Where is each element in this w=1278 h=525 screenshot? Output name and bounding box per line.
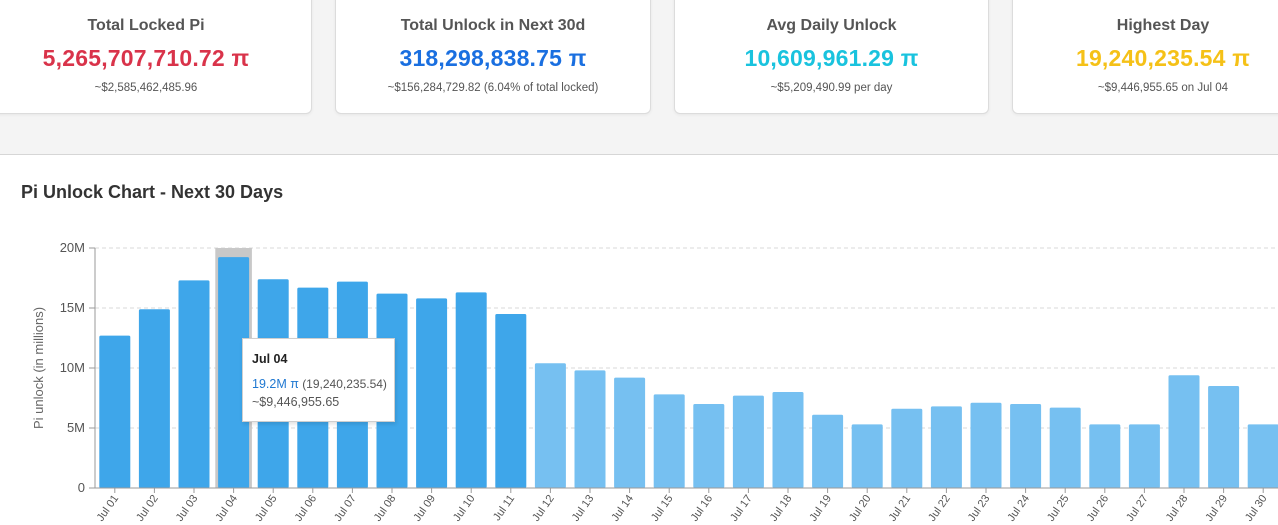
- bar: [1128, 424, 1160, 488]
- tooltip-date: Jul 04: [252, 352, 288, 366]
- stat-card-total-locked: Total Locked Pi 5,265,707,710.72 π ~$2,5…: [0, 0, 312, 114]
- bar: [772, 392, 804, 488]
- bar: [614, 377, 646, 488]
- bar: [416, 298, 448, 488]
- bar: [851, 424, 883, 488]
- bar: [1168, 375, 1200, 488]
- x-tick-label: Jul 23: [966, 493, 993, 524]
- y-tick-label: 0: [78, 480, 85, 495]
- stat-card-highest-day: Highest Day 19,240,235.54 π ~$9,446,955.…: [1012, 0, 1278, 114]
- x-tick-label: Jul 27: [1124, 493, 1151, 524]
- bar: [1010, 404, 1042, 488]
- bar: [1208, 386, 1240, 488]
- unlock-bar-chart[interactable]: 0 5M 10M 15M 20M Pi unlock (in millions) Jul 0…: [0, 155, 1278, 525]
- tooltip-value-full: (19,240,235.54): [302, 377, 387, 391]
- x-tick-label: Jul 20: [847, 493, 874, 524]
- card-value: 318,298,838.75 π: [399, 45, 587, 71]
- bar: [732, 395, 764, 488]
- x-tick-label: Jul 28: [1164, 493, 1191, 524]
- x-tick-label: Jul 06: [293, 493, 320, 524]
- x-tick-label: Jul 15: [649, 493, 676, 524]
- card-value: 5,265,707,710.72 π: [42, 45, 250, 71]
- bar: [891, 408, 923, 488]
- bar: [812, 414, 844, 488]
- card-title: Highest Day: [1116, 17, 1210, 34]
- card-value: 10,609,961.29 π: [744, 45, 919, 71]
- x-tick-label: Jul 05: [253, 493, 280, 524]
- y-tick-label: 10M: [60, 360, 85, 375]
- y-tick-label: 5M: [67, 420, 85, 435]
- x-tick-label: Jul 11: [491, 493, 517, 523]
- card-title: Total Locked Pi: [87, 17, 205, 34]
- y-tick-label: 15M: [60, 300, 85, 315]
- x-tick-label: Jul 08: [372, 493, 399, 524]
- x-tick-label: Jul 09: [411, 493, 438, 524]
- x-tick-label: Jul 01: [95, 493, 122, 524]
- x-tick-label: Jul 04: [213, 493, 240, 524]
- x-tick-label: Jul 13: [570, 493, 597, 524]
- x-tick-label: Jul 19: [807, 493, 834, 524]
- chart-title: Pi Unlock Chart - Next 30 Days: [21, 182, 284, 202]
- chart-tooltip: Jul 04 19.2M π (19,240,235.54) ~$9,446,9…: [242, 338, 395, 422]
- card-title: Avg Daily Unlock: [766, 17, 897, 34]
- card-title: Total Unlock in Next 30d: [400, 17, 586, 34]
- stat-card-unlock-30d: Total Unlock in Next 30d 318,298,838.75 …: [335, 0, 651, 114]
- bar: [930, 406, 962, 488]
- bar: [218, 257, 250, 488]
- stat-card-avg-daily: Avg Daily Unlock 10,609,961.29 π ~$5,209…: [674, 0, 989, 114]
- y-tick-label: 20M: [60, 240, 85, 255]
- x-tick-label: Jul 21: [887, 493, 914, 524]
- card-subtext: ~$2,585,462,485.96: [94, 82, 198, 94]
- x-tick-label: Jul 16: [689, 493, 716, 524]
- x-tick-label: Jul 22: [926, 493, 953, 524]
- card-subtext: ~$9,446,955.65 on Jul 04: [1097, 82, 1229, 94]
- card-value: 19,240,235.54 π: [1075, 45, 1251, 71]
- tooltip-usd: ~$9,446,955.65: [252, 395, 340, 409]
- x-tick-label: Jul 29: [1203, 493, 1230, 524]
- bar: [1247, 424, 1278, 488]
- x-tick-label: Jul 24: [1005, 493, 1032, 524]
- bar: [653, 394, 685, 488]
- bar: [534, 363, 566, 488]
- x-tick-label: Jul 17: [728, 493, 755, 524]
- x-tick-label: Jul 07: [332, 493, 359, 524]
- x-tick-label: Jul 14: [609, 493, 636, 524]
- x-tick-label: Jul 03: [174, 493, 201, 524]
- bar: [970, 402, 1002, 488]
- bar: [1089, 424, 1121, 488]
- bar: [1049, 407, 1081, 488]
- card-subtext: ~$156,284,729.82 (6.04% of total locked): [387, 82, 599, 94]
- bar: [495, 314, 527, 488]
- chart-panel: Pi Unlock Chart - Next 30 Days 0 5M 10M 15M…: [0, 154, 1278, 525]
- tooltip-value-line: 19.2M π (19,240,235.54): [252, 377, 394, 391]
- card-subtext: ~$5,209,490.99 per day: [770, 82, 893, 94]
- y-axis-label: Pi unlock (in millions): [31, 307, 46, 429]
- x-tick-label: Jul 25: [1045, 493, 1072, 524]
- bar: [693, 404, 725, 488]
- x-tick-label: Jul 02: [134, 493, 161, 524]
- x-tick-label: Jul 12: [530, 493, 557, 524]
- tooltip-value: 19.2M π: [252, 377, 299, 391]
- x-tick-label: Jul 18: [768, 493, 795, 524]
- bar: [99, 335, 131, 488]
- bar: [138, 309, 170, 488]
- x-tick-label: Jul 26: [1085, 493, 1112, 524]
- x-tick-label: Jul 30: [1243, 493, 1270, 524]
- bar: [455, 292, 487, 488]
- bar: [178, 280, 210, 488]
- x-tick-label: Jul 10: [451, 493, 478, 524]
- bar: [574, 370, 606, 488]
